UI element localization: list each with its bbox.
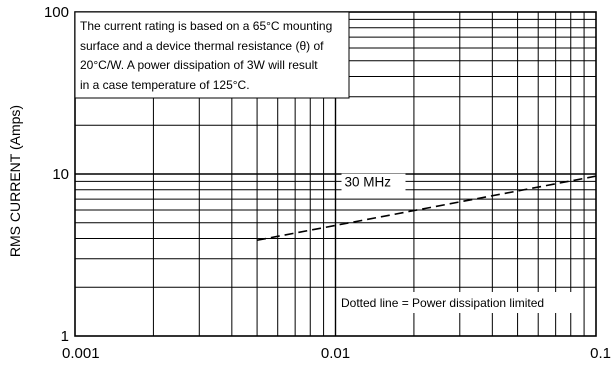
annotation-line-1: The current rating is based on a 65°C mo… <box>80 19 332 33</box>
y-tick-label: 10 <box>52 166 69 183</box>
legend-note-box <box>337 292 580 313</box>
y-axis-title: RMS CURRENT (Amps) <box>7 105 23 257</box>
legend-note-text: Dotted line = Power dissipation limited <box>341 296 544 310</box>
series-label: 30 MHz <box>345 175 392 190</box>
series-layer: 30 MHz <box>256 173 597 242</box>
annotation-line-2: surface and a device thermal resistance … <box>80 39 324 53</box>
y-tick-label: 100 <box>44 4 69 21</box>
x-tick-label: 0.001 <box>62 345 100 362</box>
annotation-line-4: in a case temperature of 125°C. <box>80 78 250 92</box>
y-tick-labels: 1 10 100 <box>44 4 69 345</box>
series-label-background <box>341 173 406 192</box>
x-tick-labels: 0.001 0.01 0.1 <box>62 345 611 362</box>
annotation-box <box>74 11 350 99</box>
y-tick-label: 1 <box>61 328 69 345</box>
x-tick-label: 0.01 <box>321 345 350 362</box>
series-line-30mhz <box>256 175 597 242</box>
annotation-line-3: 20°C/W. A power dissipation of 3W will r… <box>80 58 318 72</box>
x-tick-label: 0.1 <box>590 345 611 362</box>
